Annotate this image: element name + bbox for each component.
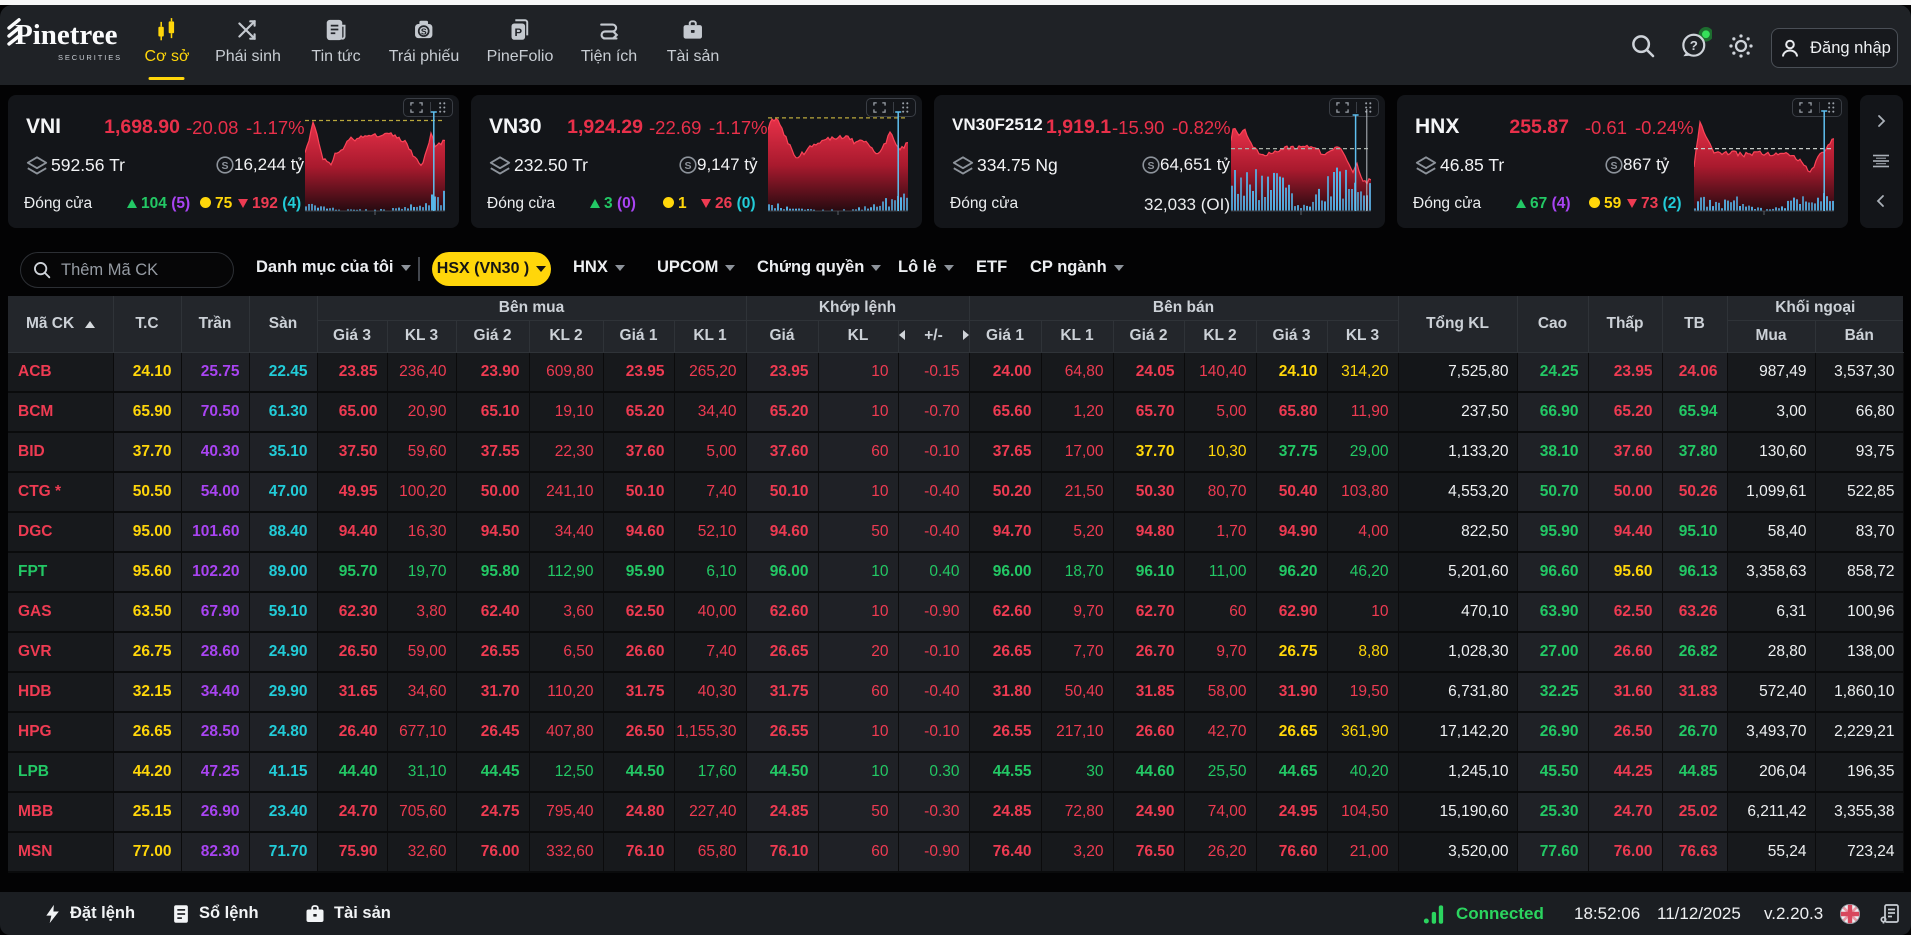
svg-text:S: S bbox=[221, 160, 228, 172]
svg-text:S: S bbox=[421, 26, 427, 36]
svg-text:S: S bbox=[1147, 160, 1154, 172]
svg-text:?: ? bbox=[1690, 38, 1698, 53]
svg-text:S: S bbox=[1610, 160, 1617, 172]
svg-text:P: P bbox=[515, 27, 523, 39]
svg-text:S: S bbox=[684, 160, 691, 172]
